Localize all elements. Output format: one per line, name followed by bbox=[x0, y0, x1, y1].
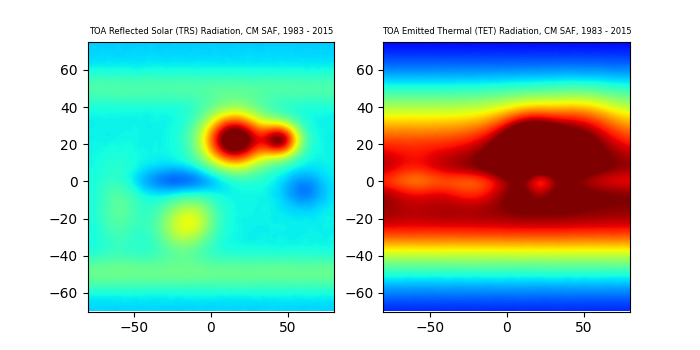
Title: TOA Reflected Solar (TRS) Radiation, CM SAF, 1983 - 2015: TOA Reflected Solar (TRS) Radiation, CM … bbox=[89, 27, 333, 36]
Title: TOA Emitted Thermal (TET) Radiation, CM SAF, 1983 - 2015: TOA Emitted Thermal (TET) Radiation, CM … bbox=[382, 27, 631, 36]
